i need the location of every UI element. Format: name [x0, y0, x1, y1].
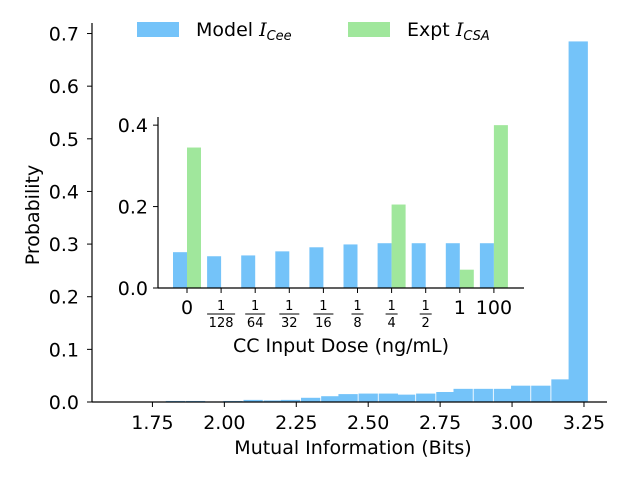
- inset-bar-expt: [493, 125, 508, 289]
- inset-bar-model: [479, 243, 494, 288]
- inset-x-tick-denominator: 16: [315, 316, 332, 331]
- legend-swatch: [348, 22, 390, 37]
- histogram-bar: [263, 400, 283, 402]
- histogram-bar: [301, 397, 321, 402]
- x-tick-label: 1.75: [131, 412, 173, 434]
- inset-axes: [157, 117, 524, 289]
- histogram-bar: [280, 399, 301, 402]
- inset-y-tick-label: 0.4: [118, 115, 148, 137]
- histogram-bar: [416, 393, 436, 402]
- inset-x-tick-denominator: 8: [353, 316, 361, 331]
- inset-bar-expt: [391, 204, 406, 288]
- histogram-bar: [551, 379, 571, 402]
- main-ticks: 1.75 2.00 2.25 2.50 2.75 3.00 3.25 0.0 0.1 0.2 0.3…: [49, 24, 605, 434]
- histogram-bar: [436, 391, 456, 402]
- inset-bar-expt: [187, 147, 201, 288]
- legend-label: Expt ICSA: [407, 19, 490, 44]
- y-tick-label: 0.0: [49, 392, 79, 414]
- main-histogram-bars: [165, 41, 588, 402]
- inset-bar-model: [241, 255, 256, 288]
- inset-bar-model: [173, 252, 187, 288]
- inset-x-tick-denominator: 64: [247, 316, 264, 331]
- inset-x-tick-numerator: 1: [422, 299, 430, 314]
- inset-x-tick-numerator: 1: [285, 299, 293, 314]
- histogram-bar: [395, 394, 416, 402]
- inset-ticks: 0.0 0.2 0.4 0 1 128 1 64 1 32 1 16 1 8 1 4 1 2 1 100: [118, 115, 512, 331]
- x-tick-label: 3.00: [491, 412, 533, 434]
- inset-bar-model: [207, 256, 222, 288]
- inset-bar-expt: [459, 269, 474, 288]
- inset-x-tick-denominator: 32: [281, 316, 298, 331]
- histogram-bar: [378, 393, 398, 402]
- y-tick-label: 0.7: [49, 24, 79, 46]
- inset-x-axis-label: CC Input Dose (ng/mL): [233, 335, 449, 357]
- histogram-bar: [511, 385, 531, 402]
- y-tick-label: 0.4: [49, 181, 79, 203]
- inset-x-tick-numerator: 1: [319, 299, 327, 314]
- x-axis-label: Mutual Information (Bits): [234, 437, 471, 459]
- inset-x-tick-numerator: 1: [353, 299, 361, 314]
- x-tick-label: 2.00: [203, 412, 245, 434]
- legend-swatch: [137, 22, 179, 37]
- histogram-bar: [493, 388, 514, 402]
- histogram-bar: [473, 388, 493, 402]
- inset-x-tick-denominator: 4: [387, 316, 395, 331]
- inset-x-tick-numerator: 1: [217, 299, 225, 314]
- y-tick-label: 0.3: [49, 234, 79, 256]
- inset-x-tick-denominator: 2: [422, 316, 430, 331]
- inset-y-tick-label: 0.2: [118, 197, 148, 219]
- histogram-bar: [531, 385, 551, 402]
- inset-x-tick-numerator: 1: [251, 299, 259, 314]
- x-tick-label: 3.25: [563, 412, 605, 434]
- y-tick-label: 0.6: [49, 76, 79, 98]
- x-tick-label: 2.50: [347, 412, 389, 434]
- inset-x-tick-label: 100: [476, 297, 512, 319]
- y-axis-label: Probability: [22, 165, 44, 265]
- y-tick-label: 0.1: [49, 339, 79, 361]
- inset-x-tick-label: 0: [181, 297, 193, 319]
- inset-bar-model: [411, 243, 426, 288]
- inset-chart: 0.0 0.2 0.4 0 1 128 1 64 1 32 1 16 1 8 1 4 1 2 1 100 CC Inp…: [118, 113, 524, 357]
- y-tick-label: 0.2: [49, 287, 79, 309]
- legend-label: Model ICee: [196, 19, 292, 44]
- histogram-bar: [243, 399, 263, 402]
- inset-x-tick-denominator: 128: [209, 316, 234, 331]
- inset-x-tick-label: 1: [454, 297, 466, 319]
- inset-bar-model: [275, 251, 290, 288]
- inset-bars: [158, 113, 524, 289]
- inset-bar-model: [309, 247, 324, 288]
- inset-x-tick-numerator: 1: [387, 299, 395, 314]
- x-tick-label: 2.25: [275, 412, 317, 434]
- inset-bar-model: [445, 243, 460, 288]
- y-tick-label: 0.5: [49, 129, 79, 151]
- inset-y-tick-label: 0.0: [118, 278, 148, 300]
- histogram-bar: [338, 394, 358, 402]
- inset-bar-model: [377, 243, 392, 288]
- inset-bar-model: [343, 244, 358, 288]
- histogram-bar: [453, 388, 473, 402]
- histogram-bar: [358, 393, 378, 402]
- histogram-bar: [321, 396, 341, 402]
- histogram-bar: [568, 41, 588, 402]
- legend: Model ICee Expt ICSA: [137, 19, 490, 44]
- x-tick-label: 2.75: [419, 412, 461, 434]
